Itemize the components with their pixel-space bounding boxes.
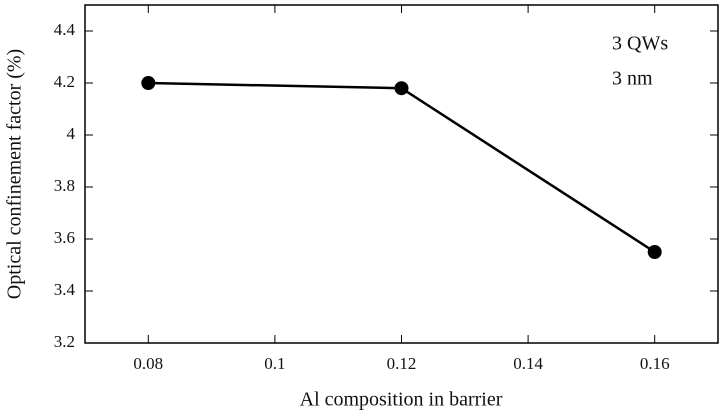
marker [647, 245, 662, 259]
x-tick-label: 0.12 [387, 354, 417, 373]
y-tick-label: 4.4 [54, 20, 76, 39]
x-tick-label: 0.08 [133, 354, 163, 373]
marker [141, 76, 156, 90]
y-tick-label: 3.8 [54, 176, 75, 195]
y-tick-label: 4.2 [54, 72, 75, 91]
y-tick-label: 4 [67, 124, 76, 143]
annotation: 3 QWs [612, 33, 668, 55]
marker [394, 81, 409, 96]
plot-frame [84, 4, 719, 344]
x-tick-label: 0.1 [264, 354, 285, 373]
x-axis-label: Al composition in barrier [300, 389, 503, 411]
y-tick-label: 3.4 [54, 280, 76, 299]
annotation: 3 nm [612, 68, 653, 90]
y-tick-label: 3.2 [54, 332, 75, 351]
line [148, 81, 656, 254]
y-axis-label: Optical confinement factor (%) [4, 49, 26, 299]
y-tick-label: 3.6 [54, 228, 75, 247]
x-tick-label: 0.14 [513, 354, 543, 373]
x-tick-label: 0.16 [640, 354, 670, 373]
